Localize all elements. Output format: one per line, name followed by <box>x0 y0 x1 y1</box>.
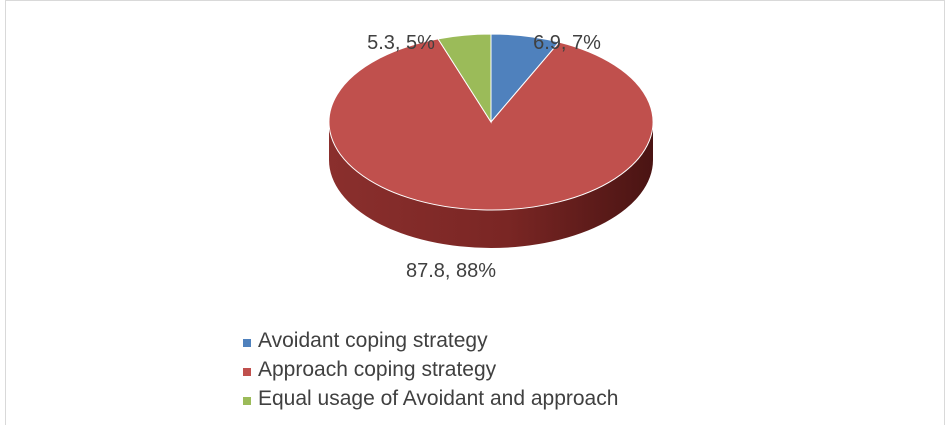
legend-label-0: Avoidant coping strategy <box>258 329 488 352</box>
data-label-0: 6.9, 7% <box>533 32 601 54</box>
legend-swatch-1 <box>243 368 251 376</box>
legend-label-1: Approach coping strategy <box>258 358 497 381</box>
pie-slice-1 <box>328 38 654 211</box>
data-label-2: 5.3, 5% <box>367 32 435 54</box>
pie-side-group <box>329 122 653 248</box>
legend-swatch-2 <box>243 397 251 405</box>
legend: Avoidant coping strategy Approach coping … <box>243 329 618 410</box>
pie-label-group: 6.9, 7% 87.8, 88% 5.3, 5% <box>367 32 601 282</box>
pie-slice-2 <box>437 33 492 124</box>
chart-frame <box>5 0 945 425</box>
legend-label-2: Equal usage of Avoidant and approach <box>258 387 618 410</box>
pie-top-group <box>328 33 654 211</box>
pie-side-1 <box>329 122 653 248</box>
data-label-1: 87.8, 88% <box>406 260 496 282</box>
legend-swatch-0 <box>243 339 251 347</box>
